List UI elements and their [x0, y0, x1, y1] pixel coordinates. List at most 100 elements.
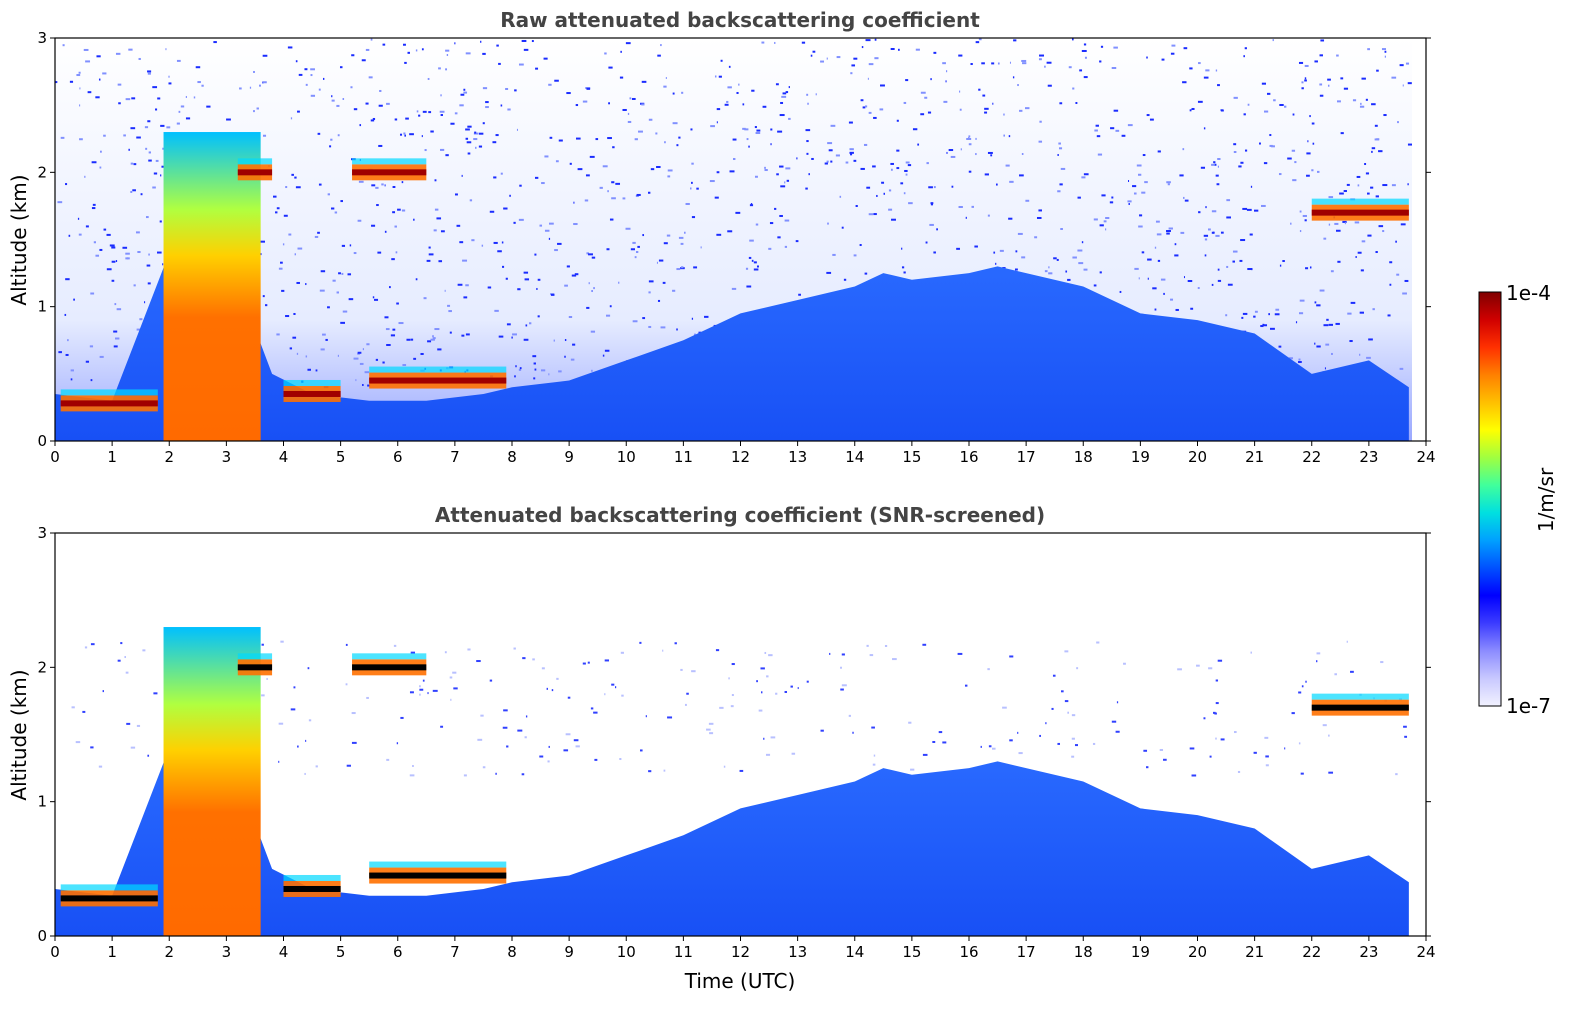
noise-pixel	[780, 101, 784, 104]
noise-pixel	[514, 375, 516, 378]
noise-pixel	[824, 162, 828, 165]
noise-pixel	[872, 165, 876, 168]
noise-pixel	[1227, 283, 1233, 286]
noise-pixel	[1095, 124, 1099, 127]
noise-pixel	[546, 687, 548, 690]
noise-pixel	[533, 362, 536, 365]
noise-pixel	[509, 194, 511, 197]
noise-pixel	[1354, 221, 1360, 224]
noise-pixel	[125, 252, 130, 255]
noise-pixel	[1048, 272, 1053, 275]
noise-pixel	[1163, 292, 1165, 295]
noise-pixel	[908, 721, 912, 724]
noise-pixel	[393, 644, 397, 647]
noise-pixel	[1198, 62, 1201, 65]
noise-pixel	[276, 333, 280, 336]
noise-pixel	[1083, 173, 1089, 176]
noise-pixel	[90, 379, 93, 382]
noise-pixel	[1213, 161, 1216, 164]
noise-pixel	[897, 48, 900, 51]
noise-pixel	[432, 689, 438, 692]
noise-pixel	[90, 746, 94, 749]
noise-pixel	[322, 77, 325, 80]
noise-pixel	[1217, 84, 1220, 87]
noise-pixel	[117, 83, 122, 86]
noise-pixel	[777, 130, 783, 133]
noise-pixel	[336, 104, 340, 107]
noise-pixel	[881, 181, 885, 184]
noise-pixel	[341, 272, 344, 275]
noise-pixel	[155, 159, 159, 162]
noise-pixel	[424, 149, 427, 152]
noise-pixel	[1334, 673, 1337, 676]
noise-pixel	[591, 290, 593, 293]
noise-pixel	[620, 651, 624, 654]
noise-pixel	[371, 224, 376, 227]
noise-pixel	[290, 117, 293, 120]
noise-pixel	[768, 654, 773, 657]
noise-pixel	[445, 49, 450, 52]
noise-pixel	[896, 119, 899, 122]
noise-pixel	[806, 152, 809, 155]
noise-pixel	[1244, 47, 1247, 50]
noise-pixel	[1182, 148, 1185, 151]
noise-pixel	[147, 70, 152, 73]
noise-pixel	[541, 667, 545, 670]
noise-pixel	[1300, 772, 1304, 775]
noise-pixel	[463, 91, 468, 94]
noise-pixel	[1003, 113, 1005, 116]
noise-pixel	[1246, 208, 1252, 211]
noise-pixel	[68, 234, 71, 237]
noise-pixel	[315, 369, 318, 372]
noise-pixel	[928, 186, 933, 189]
noise-pixel	[298, 73, 303, 76]
x-tick-label: 22	[1302, 448, 1321, 466]
noise-pixel	[463, 88, 466, 91]
noise-pixel	[402, 43, 406, 46]
noise-pixel	[515, 365, 517, 368]
noise-pixel	[1215, 702, 1219, 705]
noise-pixel	[133, 284, 136, 287]
noise-pixel	[449, 331, 452, 334]
noise-pixel	[851, 64, 856, 67]
noise-pixel	[1167, 183, 1170, 186]
noise-pixel	[152, 186, 156, 189]
noise-pixel	[144, 301, 146, 304]
noise-pixel	[681, 266, 684, 269]
noise-pixel	[910, 768, 915, 771]
noise-pixel	[808, 173, 810, 176]
noise-pixel	[900, 182, 904, 185]
noise-pixel	[493, 176, 497, 179]
noise-pixel	[427, 340, 432, 343]
noise-pixel	[517, 729, 523, 732]
noise-pixel	[535, 67, 539, 70]
x-tick-label: 21	[1245, 448, 1264, 466]
noise-pixel	[1311, 169, 1314, 172]
noise-pixel	[572, 343, 576, 346]
noise-pixel	[974, 245, 978, 248]
noise-pixel	[564, 284, 568, 287]
noise-pixel	[1361, 77, 1366, 80]
noise-pixel	[325, 338, 328, 341]
noise-pixel	[574, 273, 579, 276]
noise-pixel	[332, 279, 336, 282]
colorbar-min-label: 1e-7	[1506, 694, 1551, 718]
noise-pixel	[1305, 680, 1307, 683]
noise-pixel	[79, 104, 81, 107]
noise-pixel	[731, 287, 737, 290]
noise-pixel	[896, 149, 900, 152]
noise-pixel	[728, 677, 730, 680]
noise-pixel	[281, 289, 285, 292]
noise-pixel	[494, 309, 499, 312]
noise-pixel	[1374, 124, 1378, 127]
noise-pixel	[1279, 103, 1284, 106]
noise-pixel	[872, 763, 876, 766]
noise-pixel	[968, 143, 972, 146]
noise-pixel	[1323, 324, 1329, 327]
noise-pixel	[398, 322, 404, 325]
noise-pixel	[1141, 191, 1146, 194]
noise-pixel	[349, 244, 352, 247]
noise-pixel	[1081, 49, 1087, 52]
noise-pixel	[1402, 84, 1404, 87]
noise-pixel	[1184, 199, 1189, 202]
